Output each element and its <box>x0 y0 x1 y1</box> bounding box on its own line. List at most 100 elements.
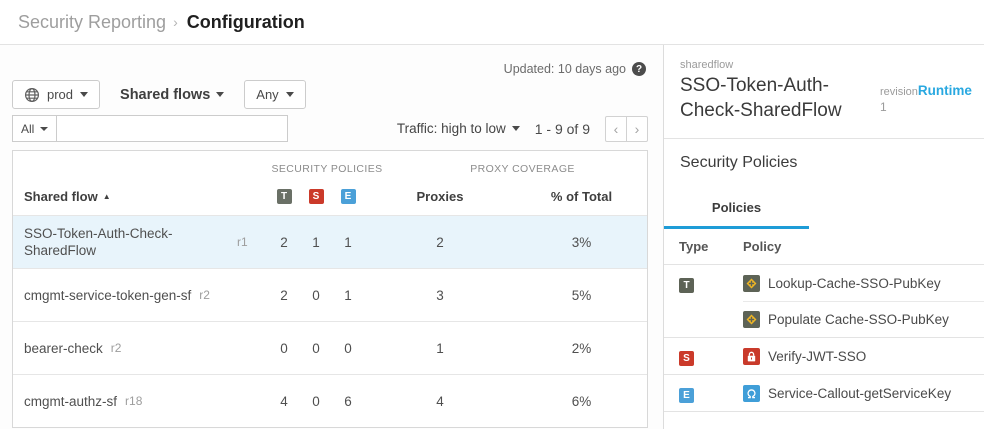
shared-flows-table: SECURITY POLICIES PROXY COVERAGE Shared … <box>12 150 648 428</box>
globe-icon <box>24 87 40 102</box>
page-title: Configuration <box>186 11 305 32</box>
policy-group: E Service-Callout-getServiceKey <box>664 375 984 412</box>
revision-tag: r2 <box>199 287 210 302</box>
revision-label: revision <box>880 86 918 98</box>
proxies-count: 2 <box>436 234 444 250</box>
detail-panel-header: sharedflow SSO-Token-Auth-Check-SharedFl… <box>664 45 984 139</box>
proxies-count: 1 <box>436 340 444 356</box>
previous-page-button[interactable]: ‹ <box>605 115 627 142</box>
report-main-area: Updated: 10 days ago ? prod Shared flows <box>0 45 663 429</box>
runtime-link[interactable]: Runtime <box>917 83 972 98</box>
security-policies-group-header: SECURITY POLICIES <box>271 162 383 175</box>
chevron-right-icon: › <box>634 120 640 137</box>
chevron-down-icon <box>216 92 225 97</box>
lock-icon <box>743 347 760 365</box>
s-count: 0 <box>312 340 320 356</box>
chevron-down-icon <box>511 126 520 131</box>
s-policy-column-header: S <box>300 188 332 204</box>
table-row[interactable]: cmgmt-authz-sf r18 4 0 6 4 6% <box>13 374 647 427</box>
chevron-down-icon <box>285 92 294 97</box>
revision-tag: r1 <box>237 234 248 249</box>
any-filter-label: Any <box>256 87 279 102</box>
e-policy-column-header: E <box>332 188 364 204</box>
t-badge-icon: T <box>679 278 694 293</box>
policy-row[interactable]: Lookup-Cache-SSO-PubKey <box>743 265 984 301</box>
t-count: 4 <box>280 393 288 409</box>
callout-icon <box>743 384 760 402</box>
policy-row[interactable]: Populate Cache-SSO-PubKey <box>743 301 984 337</box>
sort-ascending-icon: ▲ <box>102 191 111 201</box>
chevron-down-icon <box>40 126 49 131</box>
policy-group: S Verify-JWT-SSO <box>664 338 984 375</box>
e-count: 6 <box>344 393 352 409</box>
search-input[interactable] <box>57 115 289 142</box>
chevron-left-icon: ‹ <box>613 120 619 137</box>
t-count: 2 <box>280 234 288 250</box>
table-row[interactable]: SSO-Token-Auth-Check-SharedFlow r1 2 1 1 2 3% <box>13 215 647 268</box>
policy-row[interactable]: Verify-JWT-SSO <box>743 338 984 374</box>
t-count: 2 <box>280 287 288 303</box>
environment-dropdown[interactable]: prod <box>12 80 101 109</box>
updated-status: Updated: 10 days ago ? <box>504 62 646 76</box>
proxies-count: 4 <box>436 393 444 409</box>
cache-icon <box>743 311 760 328</box>
e-count: 1 <box>344 234 352 250</box>
chevron-down-icon <box>80 92 89 97</box>
any-filter-dropdown[interactable]: Any <box>244 80 306 109</box>
next-page-button[interactable]: › <box>626 115 648 142</box>
proxies-column-header: Proxies <box>416 188 464 204</box>
entity-type-label: sharedflow <box>680 59 734 71</box>
environment-label: prod <box>47 87 74 102</box>
pct-of-total: 2% <box>571 340 592 356</box>
s-count: 1 <box>312 234 320 250</box>
table-row[interactable]: cmgmt-service-token-gen-sf r2 2 0 1 3 5% <box>13 268 647 321</box>
revision-tag: r2 <box>110 340 122 355</box>
help-icon[interactable]: ? <box>632 62 646 76</box>
t-count: 0 <box>280 340 288 356</box>
proxy-coverage-group-header: PROXY COVERAGE <box>470 162 575 175</box>
pct-total-column-header: % of Total <box>550 188 613 204</box>
search-scope-dropdown[interactable]: All <box>12 115 58 142</box>
e-badge-icon: E <box>340 188 356 204</box>
s-badge-icon: S <box>308 188 324 204</box>
tab-policies[interactable]: Policies <box>664 200 809 229</box>
policy-name: Populate Cache-SSO-PubKey <box>768 312 949 327</box>
scope-label: Shared flows <box>120 86 211 103</box>
table-column-header: Shared flow ▲ T S E Proxies % of Total <box>13 177 647 215</box>
security-policies-section-title: Security Policies <box>680 154 798 171</box>
shared-flow-name: SSO-Token-Auth-Check-SharedFlow <box>24 226 173 258</box>
proxies-count: 3 <box>436 287 444 303</box>
pct-of-total: 5% <box>571 287 592 303</box>
table-group-header: SECURITY POLICIES PROXY COVERAGE <box>13 151 647 177</box>
detail-panel: sharedflow SSO-Token-Auth-Check-SharedFl… <box>663 45 984 429</box>
shared-flow-column-header[interactable]: Shared flow ▲ <box>24 188 111 204</box>
breadcrumb-separator-icon: › <box>173 14 178 30</box>
breadcrumb-security-reporting[interactable]: Security Reporting <box>18 11 167 32</box>
policy-column-header: Policy <box>743 239 782 254</box>
traffic-sort-dropdown[interactable]: Traffic: high to low <box>397 121 520 136</box>
e-count: 1 <box>344 287 352 303</box>
panel-tab-bar: Policies <box>664 172 984 229</box>
s-badge-icon: S <box>679 351 694 366</box>
e-badge-icon: E <box>679 388 694 403</box>
policy-group: T Lookup-Cache-SSO-PubKey Populate Cache-S… <box>664 265 984 338</box>
policy-name: Lookup-Cache-SSO-PubKey <box>768 275 941 291</box>
top-bar: Security Reporting › Configuration <box>0 0 984 45</box>
sharedflow-title: SSO-Token-Auth-Check-SharedFlow <box>680 75 842 121</box>
revision-value: 1 <box>880 100 887 114</box>
shared-flow-name: cmgmt-authz-sf <box>24 393 118 409</box>
table-row[interactable]: bearer-check r2 0 0 0 1 2% <box>13 321 647 374</box>
pagination-range: 1 - 9 of 9 <box>534 120 590 137</box>
shared-flow-name: bearer-check <box>24 340 103 356</box>
pct-of-total: 3% <box>571 234 592 250</box>
policy-name: Service-Callout-getServiceKey <box>768 385 952 401</box>
policy-row[interactable]: Service-Callout-getServiceKey <box>743 375 984 411</box>
s-count: 0 <box>312 393 320 409</box>
policy-name: Verify-JWT-SSO <box>768 348 867 364</box>
traffic-sort-label: Traffic: high to low <box>396 121 506 136</box>
scope-dropdown[interactable]: Shared flows <box>120 86 225 103</box>
shared-flow-name: cmgmt-service-token-gen-sf <box>24 287 192 303</box>
type-column-header: Type <box>679 239 709 254</box>
cache-icon <box>743 274 760 292</box>
pagination-controls: ‹ › <box>605 115 648 142</box>
